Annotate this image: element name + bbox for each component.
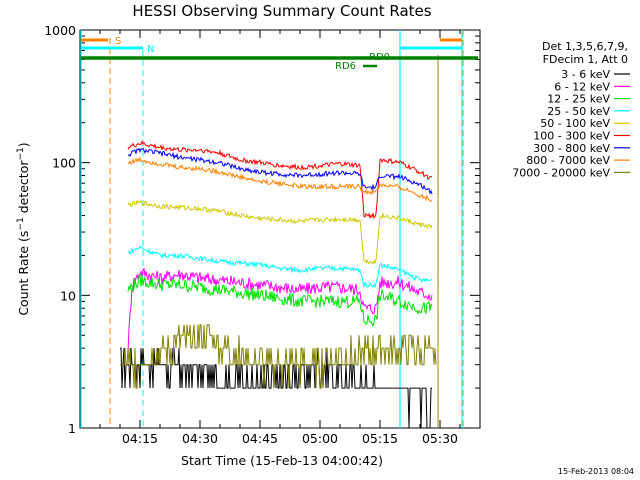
series-line-7 [127,156,433,203]
y-axis-label-text: Count Rate (s [16,231,31,316]
legend-label: 300 - 800 keV [533,142,610,155]
series-line-2 [127,272,433,328]
band-label-rd0: RD0 [369,52,390,63]
x-tick-label: 04:15 [122,431,158,446]
legend-label: 25 - 50 keV [547,105,610,118]
x-tick-label: 05:15 [362,431,398,446]
y-axis-label-mid: detector [16,160,31,218]
legend-label: 12 - 25 keV [547,93,610,106]
mode-markers: S N RD0 RD6 [80,30,478,428]
legend-header-line2: FDecim 1, Att 0 [543,53,628,66]
chart-title: HESSI Observing Summary Count Rates [132,2,431,20]
legend-header-line1: Det 1,3,5,6,7,9, [542,40,628,53]
legend-label: 6 - 12 keV [554,80,610,93]
band-label-rd6: RD6 [335,61,356,72]
series-line-6 [127,147,433,195]
series-line-8 [120,324,437,389]
axis-ticks: 04:15 04:30 04:45 05:00 05:15 05:30 1 10 100 1000 [44,23,480,446]
y-axis-label-end: ) [16,142,31,147]
x-tick-label: 04:45 [242,431,278,446]
marker-label-s: S [115,36,121,47]
x-tick-label: 04:30 [182,431,218,446]
legend-label: 100 - 300 keV [533,130,610,143]
series-line-5 [127,139,433,220]
legend-label: 7000 - 20000 keV [512,166,610,179]
x-tick-label: 05:30 [422,431,458,446]
y-tick-label: 1000 [44,23,76,38]
y-axis-label-sup1: −1 [16,217,26,230]
x-axis-label: Start Time (15-Feb-13 04:00:42) [181,453,383,468]
marker-label-n: N [147,44,154,55]
y-axis-label: Count Rate (s−1 detector−1) [16,142,31,315]
y-tick-label: 1 [68,421,76,436]
x-tick-label: 05:00 [302,431,338,446]
legend-label: 800 - 7000 keV [526,154,610,167]
legend-label: 3 - 6 keV [561,68,610,81]
y-tick-label: 10 [60,288,76,303]
series-line-1 [127,267,433,354]
y-axis-label-sup2: −1 [16,147,26,160]
legend: Det 1,3,5,6,7,9, FDecim 1, Att 0 3 - 6 k… [512,40,630,179]
series-lines [120,139,437,429]
plot-timestamp: 15-Feb-2013 08:04 [558,467,634,476]
y-tick-label: 100 [52,156,76,171]
series-line-4 [127,199,433,265]
series-line-3 [127,244,433,289]
legend-label: 50 - 100 keV [540,117,610,130]
